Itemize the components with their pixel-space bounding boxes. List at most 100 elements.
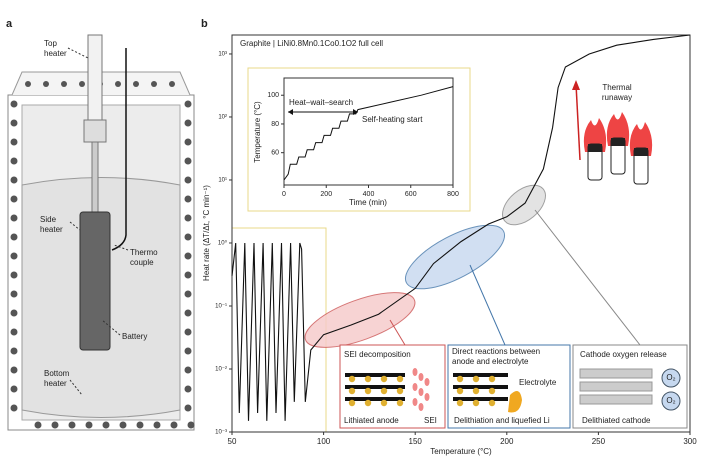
shape	[51, 421, 59, 429]
x-tick-label: 800	[447, 191, 459, 198]
plot-frame	[231, 34, 691, 433]
x-tick-label: 0	[282, 191, 286, 198]
x-tick-label: 400	[363, 191, 375, 198]
shape	[579, 368, 653, 379]
shape	[453, 397, 508, 401]
shape	[102, 421, 110, 429]
shape	[10, 195, 18, 203]
shape	[10, 176, 18, 184]
shape	[508, 391, 522, 413]
shape	[418, 388, 424, 396]
shape	[169, 81, 175, 87]
label: heater	[44, 49, 67, 58]
x-axis-label: Temperature (°C)	[430, 447, 492, 456]
shape	[184, 195, 192, 203]
shape	[453, 373, 508, 377]
shape	[488, 399, 496, 407]
shape	[424, 378, 430, 386]
shape	[34, 421, 42, 429]
box-title: SEI decomposition	[344, 350, 411, 359]
shape	[113, 244, 129, 251]
shape	[453, 385, 508, 389]
y-tick-label: 10³	[218, 52, 227, 58]
shape	[389, 319, 406, 346]
shape	[380, 399, 388, 407]
shape	[153, 421, 161, 429]
shape	[184, 328, 192, 336]
box-title: Cathode oxygen release	[580, 350, 667, 359]
label: heater	[44, 379, 67, 388]
shape	[136, 421, 144, 429]
shape	[418, 403, 424, 411]
shape	[629, 122, 653, 156]
shape	[424, 393, 430, 401]
shape	[345, 397, 405, 401]
shape	[170, 421, 178, 429]
box-title: anode and electrolyte	[452, 357, 529, 366]
y-tick-label: 10⁻²	[215, 367, 227, 373]
shape	[611, 138, 625, 146]
shape	[472, 387, 480, 395]
shape	[345, 385, 405, 389]
shape	[412, 383, 418, 391]
shape	[472, 375, 480, 383]
shape	[472, 399, 480, 407]
x-tick-label: 250	[592, 437, 606, 446]
shape	[25, 81, 31, 87]
shape	[83, 119, 107, 143]
shape	[247, 67, 471, 212]
label: Bottom	[44, 369, 70, 378]
shape	[184, 157, 192, 165]
line	[283, 86, 454, 181]
shape	[10, 366, 18, 374]
shape	[79, 211, 111, 351]
shape	[396, 399, 404, 407]
y-tick-label: 60	[271, 150, 279, 157]
x-tick-label: 200	[500, 437, 514, 446]
annotation: O₂	[666, 396, 675, 405]
chart-title: Graphite | LiNi0.8Mn0.1Co0.1O2 full cell	[240, 39, 383, 48]
shape	[404, 224, 506, 290]
shape	[151, 81, 157, 87]
shape	[396, 375, 404, 383]
shape	[10, 328, 18, 336]
label: Side	[40, 215, 57, 224]
shape	[572, 80, 580, 90]
shape	[364, 399, 372, 407]
y-tick-label: 10¹	[218, 178, 227, 184]
shape	[418, 373, 424, 381]
shape	[10, 290, 18, 298]
panel-label: b	[201, 18, 208, 30]
shape	[10, 252, 18, 260]
shape	[61, 81, 67, 87]
shape	[184, 119, 192, 127]
label: couple	[130, 258, 154, 267]
shape	[304, 292, 416, 348]
annotation: O₂	[666, 373, 675, 382]
shape	[184, 404, 192, 412]
annotation: Delithiated cathode	[582, 416, 651, 425]
shape	[412, 368, 418, 376]
shape	[184, 100, 192, 108]
shape	[87, 34, 103, 121]
shape	[111, 48, 127, 251]
y-tick-label: 80	[271, 121, 279, 128]
shape	[68, 421, 76, 429]
shape	[67, 47, 89, 59]
shape	[10, 404, 18, 412]
shape	[380, 387, 388, 395]
line	[231, 34, 691, 421]
y-axis-label: Heat rate (ΔT/Δt, °C min⁻¹)	[202, 185, 211, 281]
shape	[187, 421, 195, 429]
shape	[184, 347, 192, 355]
shape	[575, 83, 581, 161]
shape	[85, 421, 93, 429]
x-tick-label: 600	[405, 191, 417, 198]
shape	[345, 373, 405, 377]
annotation: Delithiation and liquefied Li	[454, 416, 550, 425]
x-axis-label: Time (min)	[349, 198, 387, 207]
x-tick-label: 150	[409, 437, 423, 446]
shape	[43, 81, 49, 87]
shape	[184, 385, 192, 393]
